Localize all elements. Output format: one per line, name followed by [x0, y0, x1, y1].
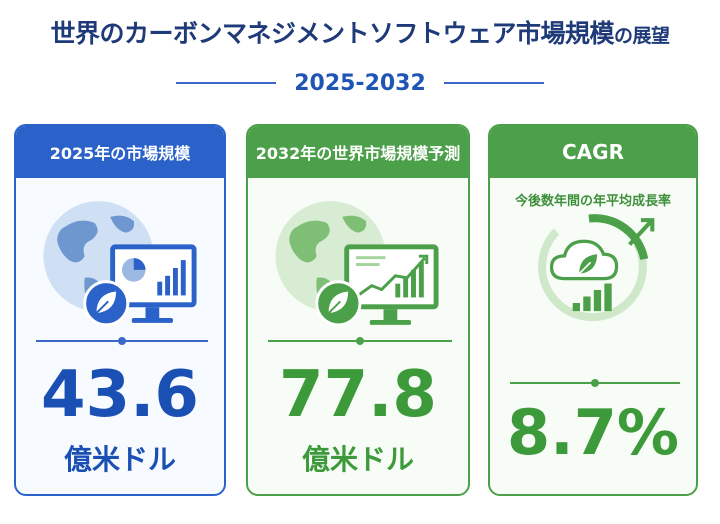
cagr-note: 今後数年間の年平均成長率 — [490, 190, 696, 209]
value-unit: 億米ドル — [248, 438, 468, 478]
value-unit: 億米ドル — [16, 438, 224, 478]
card-divider — [36, 340, 208, 342]
subtitle-row: 2025-2032 — [0, 66, 720, 100]
market-size-2025-value: 43.6 — [16, 358, 224, 432]
title-suffix: の展望 — [614, 25, 670, 47]
card-market-size-2025: 2025年の市場規模 43.6 億米ドル — [14, 124, 226, 496]
divider-dot — [591, 379, 599, 387]
card-cagr: CAGR 今後数年間の年平均成長率 8.7% — [488, 124, 698, 496]
page-title: 世界のカーボンマネジメントソフトウェア市場規模の展望 — [0, 14, 720, 50]
globe-monitor-rising-line-leaf-icon — [248, 186, 468, 346]
subtitle-years: 2025-2032 — [294, 71, 426, 96]
card-divider — [510, 382, 680, 384]
card-heading: CAGR — [490, 126, 696, 178]
cloud-leaf-growth-arrow-icon — [490, 212, 696, 342]
title-main: 世界のカーボンマネジメントソフトウェア市場規模 — [50, 19, 614, 48]
globe-monitor-pie-chart-leaf-icon — [16, 186, 224, 346]
market-forecast-2032-value: 77.8 — [248, 358, 468, 432]
divider-dot — [356, 337, 364, 345]
card-heading: 2025年の市場規模 — [16, 126, 224, 178]
divider-dot — [118, 337, 126, 345]
cagr-value: 8.7% — [490, 396, 696, 469]
card-heading: 2032年の世界市場規模予測 — [248, 126, 468, 178]
subtitle-line-right — [444, 82, 544, 84]
card-market-forecast-2032: 2032年の世界市場規模予測 77.8 億米ドル — [246, 124, 470, 496]
subtitle-line-left — [176, 82, 276, 84]
card-divider — [268, 340, 452, 342]
